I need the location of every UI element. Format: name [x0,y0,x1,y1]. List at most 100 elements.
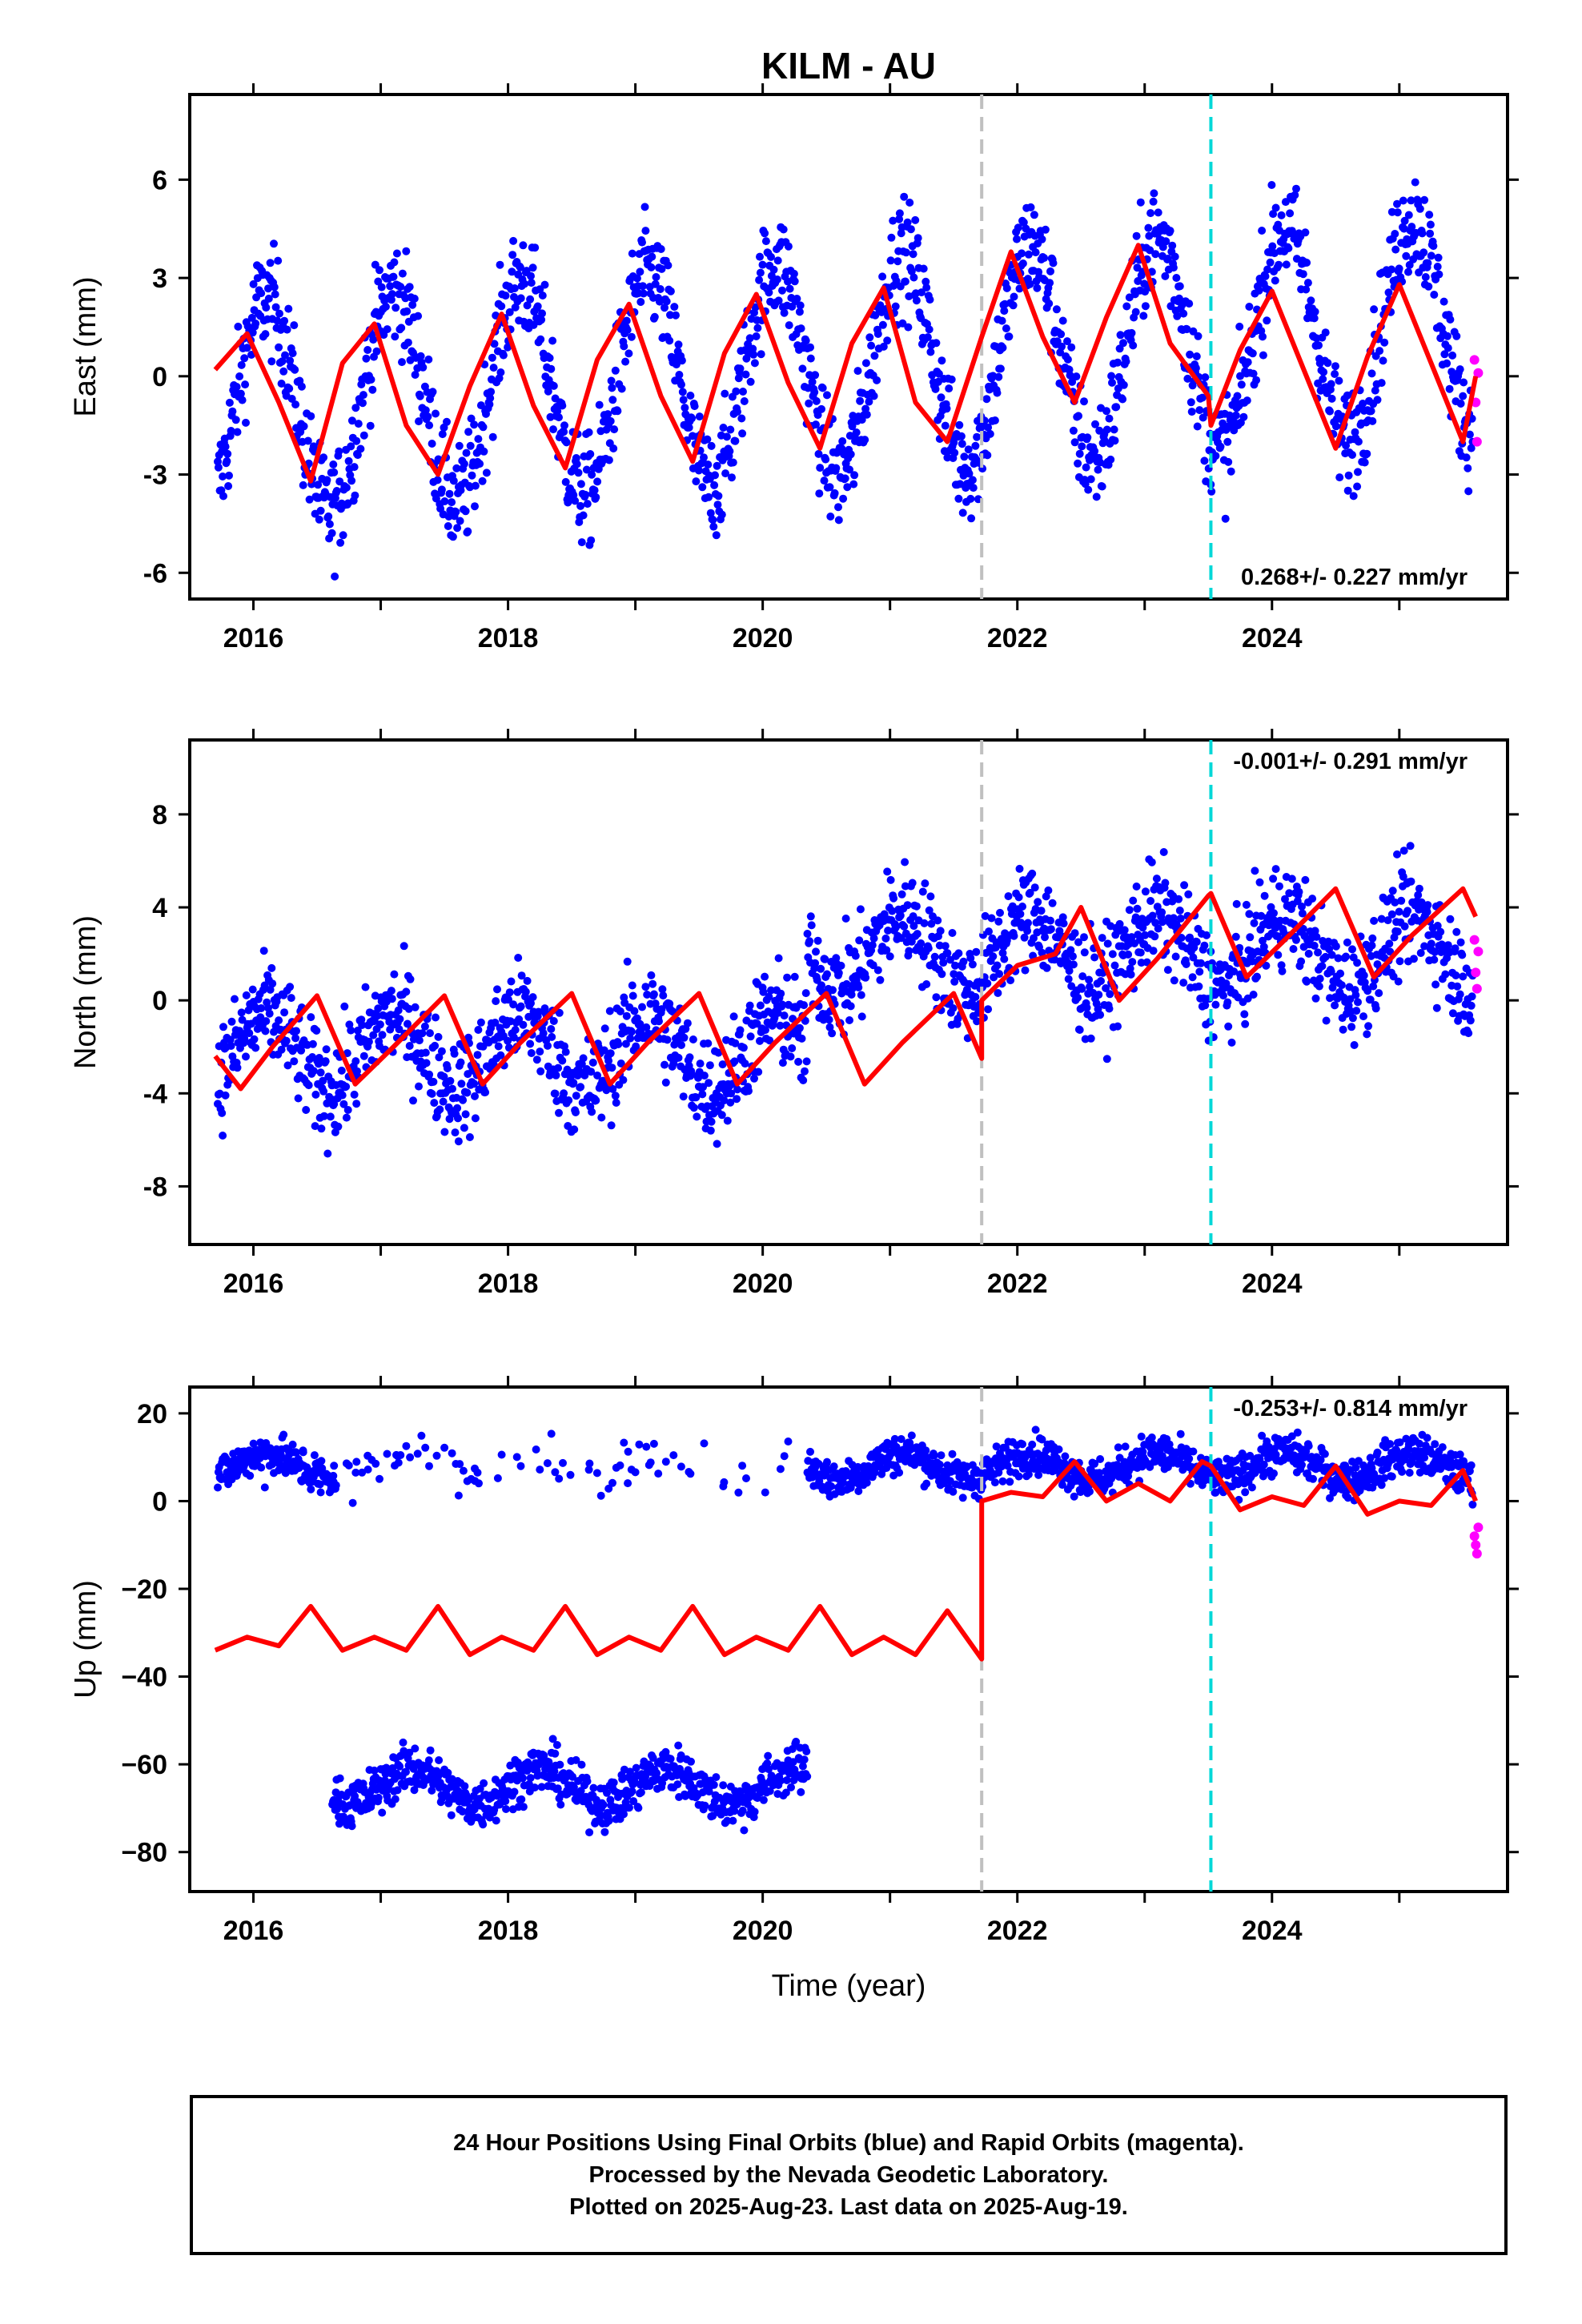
final-point [749,344,757,353]
final-point [1188,973,1197,982]
final-point [848,422,857,431]
final-point [309,1067,318,1076]
final-point [1423,1433,1431,1442]
final-orbit-points [214,1425,1477,1837]
final-point [700,1072,709,1080]
final-point [713,461,721,470]
y-axis-label: North (mm) [69,915,102,1069]
final-point [1014,1472,1023,1481]
final-point [351,491,359,500]
final-point [700,453,708,462]
final-point [795,308,804,316]
final-point [1237,380,1246,389]
final-point [576,480,585,489]
final-point [897,229,905,238]
final-point [1081,480,1090,489]
final-point [453,1104,462,1112]
final-point [642,1442,651,1451]
final-point [422,1059,431,1068]
final-point [1303,259,1311,267]
final-point [1354,437,1363,446]
final-point [1371,1004,1380,1013]
final-point [304,1081,313,1090]
final-point [1439,297,1448,306]
final-point [438,430,447,439]
final-point [267,357,276,366]
final-point [1293,1428,1302,1437]
final-point [1391,245,1400,254]
final-point [536,1047,544,1056]
final-point [1200,941,1209,950]
final-point [939,959,948,967]
final-point [907,1431,916,1440]
x-tick-label: 2016 [223,623,284,653]
final-point [549,1017,558,1025]
final-point [363,346,372,354]
final-point [922,1479,931,1488]
final-point [670,303,679,312]
final-point [277,380,286,388]
final-point [399,1738,408,1747]
final-point [1016,910,1025,919]
final-point [1249,991,1258,999]
final-point [794,1057,803,1066]
final-point [508,251,517,259]
final-point [347,416,356,425]
final-point [421,1048,430,1057]
final-point [497,302,506,311]
final-point [1418,229,1427,238]
final-point [377,283,386,292]
final-point [1327,394,1336,403]
final-point [1405,1469,1414,1477]
final-point [1189,1447,1198,1456]
final-point [1110,961,1119,970]
final-point [756,1001,765,1010]
final-point [895,1468,904,1477]
final-point [285,384,294,393]
final-point [604,410,612,419]
final-point [504,343,512,352]
final-point [993,388,1002,397]
final-point [1037,907,1046,915]
final-point [410,294,419,303]
final-point [883,867,892,876]
final-point [1349,492,1358,501]
final-point [1070,438,1079,447]
final-point [1223,437,1232,446]
final-point [227,1017,236,1026]
final-point [830,489,839,497]
final-point [225,398,234,407]
final-point [1419,248,1428,257]
final-point [996,364,1005,373]
final-point [430,1099,439,1108]
final-point [754,1068,763,1076]
final-point [1275,882,1283,891]
final-point [932,339,941,348]
final-point [1042,963,1051,972]
final-point [1348,945,1356,954]
final-point [811,371,820,380]
rate-label: -0.001+/- 0.291 mm/yr [1233,749,1468,774]
final-point [689,1104,698,1112]
final-point [587,536,596,545]
final-point [1467,1001,1476,1010]
final-point [315,515,323,524]
final-point [1379,356,1387,365]
final-point [1270,909,1278,918]
final-point [857,1012,866,1021]
final-point [786,1052,795,1061]
final-point [1277,211,1286,219]
final-point [405,283,414,292]
final-point [283,325,291,334]
final-point [1367,407,1375,416]
final-point [878,272,887,281]
final-point [865,397,873,406]
final-point [1388,887,1397,895]
final-point [1097,977,1105,985]
final-point [931,384,940,393]
final-point [813,936,822,945]
final-point [290,1057,299,1066]
final-point [439,1097,448,1106]
final-point [445,489,454,498]
final-point [448,1084,456,1093]
